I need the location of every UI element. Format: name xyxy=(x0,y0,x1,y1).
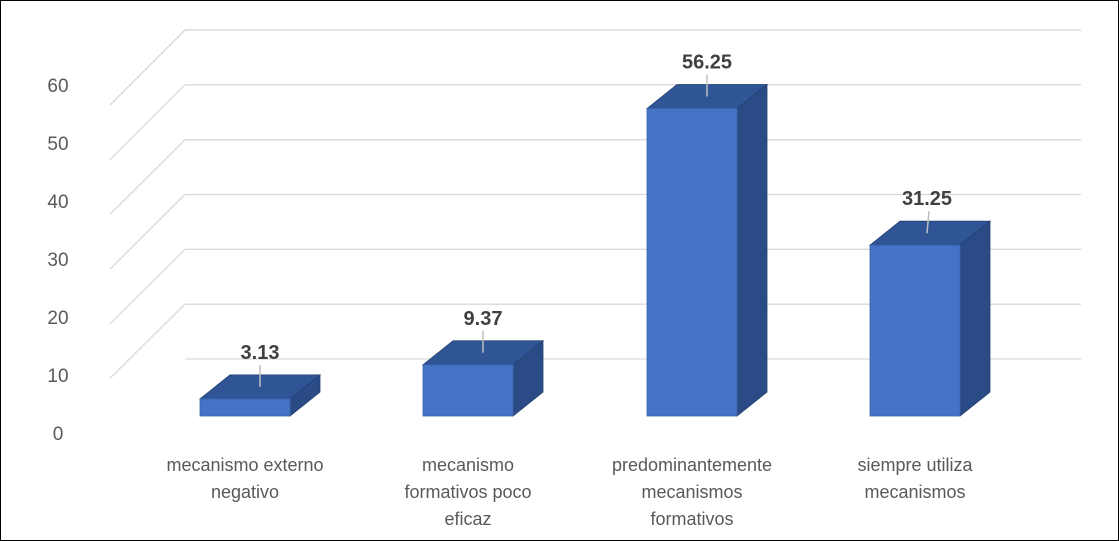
y-tick-label: 30 xyxy=(47,250,68,271)
category-label: mecanismo formativos poco eficaz xyxy=(404,455,531,529)
x-axis-labels: mecanismo externo negativo mecanismo format… xyxy=(166,455,973,529)
y-tick-label: 60 xyxy=(47,76,68,97)
bar-front-face xyxy=(646,108,738,417)
bar[interactable] xyxy=(868,211,992,417)
bar[interactable] xyxy=(198,364,322,417)
category-label: mecanismo externo negativo xyxy=(166,455,323,502)
bar-side-face xyxy=(736,83,768,417)
data-label: 56.25 xyxy=(682,52,732,74)
y-tick-label: 10 xyxy=(47,366,68,387)
bar[interactable] xyxy=(421,330,545,417)
y-tick-label: 40 xyxy=(47,192,68,213)
data-label: 9.37 xyxy=(464,308,503,330)
gridline-diagonal xyxy=(109,194,186,270)
data-label: 31.25 xyxy=(902,188,952,210)
bar-side-face xyxy=(959,220,991,417)
bar-front-face xyxy=(869,244,961,417)
gridline-diagonal xyxy=(109,84,186,161)
y-tick-label: 20 xyxy=(47,308,68,329)
category-label: siempre utiliza mecanismos xyxy=(857,455,973,502)
bars xyxy=(198,74,992,417)
gridline-diagonal xyxy=(109,303,186,379)
bar[interactable] xyxy=(645,74,769,417)
data-label: 3.13 xyxy=(241,342,280,364)
gridline-diagonal xyxy=(109,248,186,325)
data-label-leader xyxy=(926,211,930,234)
bar-front-face xyxy=(422,364,514,417)
y-axis-ticks: 0 10 20 30 40 50 60 xyxy=(47,76,68,445)
gridline-diagonal xyxy=(109,139,186,215)
category-label: predominantemente mecanismos formativos xyxy=(612,455,772,529)
y-tick-label: 0 xyxy=(53,424,64,445)
y-tick-label: 50 xyxy=(47,134,68,155)
gridline-diagonal xyxy=(109,29,186,106)
bar-front-face xyxy=(199,398,291,417)
